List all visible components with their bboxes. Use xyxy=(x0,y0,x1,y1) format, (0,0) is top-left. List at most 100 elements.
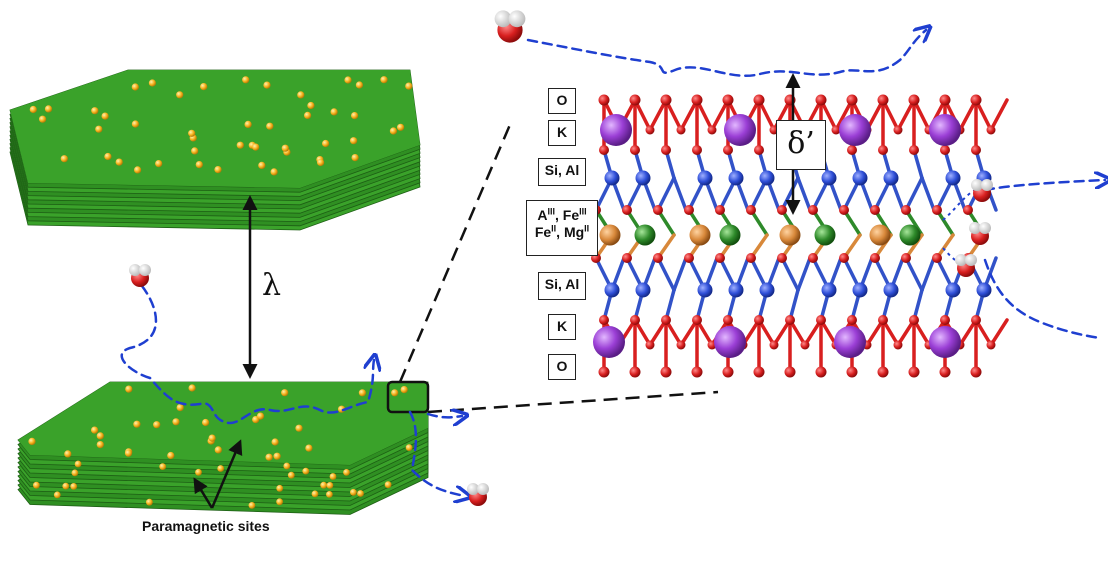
silicon-atom xyxy=(635,282,651,298)
oct-line1-a-sup: III xyxy=(547,206,555,217)
paramagnetic-site xyxy=(271,438,279,446)
potassium-atom xyxy=(929,326,961,358)
paramagnetic-site xyxy=(344,76,352,84)
oxygen-atom xyxy=(847,145,857,155)
paramagnetic-site xyxy=(104,152,112,161)
water-molecule-icon xyxy=(129,264,151,287)
silicon-atom xyxy=(976,282,992,298)
oxygen-atom xyxy=(769,340,779,350)
paramagnetic-site xyxy=(148,79,156,87)
paramagnetic-site xyxy=(195,161,203,169)
paramagnetic-site xyxy=(350,137,358,145)
delta-prime-label: δ’ xyxy=(776,120,826,170)
oct-line2-a-sup: II xyxy=(551,223,557,234)
oxygen-atom xyxy=(940,145,950,155)
paramagnetic-site xyxy=(115,158,123,166)
oxygen-atom xyxy=(622,205,632,215)
water-bond-1 xyxy=(942,189,976,221)
oxygen-atom xyxy=(692,315,702,325)
paramagnetic-site xyxy=(355,81,363,89)
potassium-atom xyxy=(724,114,756,146)
oxygen-atom xyxy=(831,125,841,135)
paramagnetic-site-edge xyxy=(405,444,413,451)
paramagnetic-site-edge xyxy=(53,491,61,499)
oxygen-atom xyxy=(692,145,702,155)
silicon-atom xyxy=(883,282,899,298)
paramagnetic-site xyxy=(252,143,260,151)
oxygen-atom xyxy=(746,253,756,263)
paramagnetic-site xyxy=(39,115,47,123)
paramagnetic-site xyxy=(134,166,142,174)
oxygen-atom xyxy=(815,94,827,106)
paramagnetic-site-edge xyxy=(276,498,283,506)
paramagnetic-site xyxy=(391,389,399,397)
paramagnetic-site xyxy=(244,120,252,128)
bottom-sheet-stack xyxy=(17,381,429,515)
oxygen-atom xyxy=(684,205,694,215)
oxygen-atom xyxy=(971,145,981,155)
oxygen-atom xyxy=(808,205,818,215)
paramagnetic-site xyxy=(176,91,184,99)
paramagnetic-site xyxy=(202,418,210,427)
silicon-atom xyxy=(697,170,713,186)
potassium-atom xyxy=(834,326,866,358)
paramagnetic-site xyxy=(91,107,99,115)
water-molecule-icon xyxy=(969,222,991,245)
water-path-zoom-right xyxy=(426,414,462,417)
paramagnetic-site xyxy=(214,446,222,454)
oxygen-atom xyxy=(754,315,764,325)
oxygen-atom xyxy=(599,145,609,155)
oxygen-atom xyxy=(893,340,903,350)
oct-line2-b-sup: II xyxy=(584,223,590,234)
paramagnetic-site xyxy=(200,83,208,91)
oxygen-atom xyxy=(909,145,919,155)
paramagnetic-site xyxy=(101,112,109,120)
paramagnetic-site xyxy=(60,155,68,163)
paramagnetic-site xyxy=(380,76,388,84)
paramagnetic-site xyxy=(155,160,163,168)
paramagnetic-site xyxy=(266,122,274,130)
oct-line1-b: , Fe xyxy=(555,207,580,223)
oxygen-atom xyxy=(808,253,818,263)
oxygen-atom xyxy=(870,253,880,263)
oxygen-atom xyxy=(676,125,686,135)
oxygen-atom xyxy=(971,315,981,325)
oxygen-atom xyxy=(653,205,663,215)
oxygen-atom xyxy=(723,145,733,155)
silicon-atom xyxy=(759,170,775,186)
oxygen-atom xyxy=(970,94,982,106)
paramagnetic-site xyxy=(131,120,139,128)
oxygen-atom xyxy=(777,205,787,215)
oxygen-atom xyxy=(908,94,920,106)
oxygen-atom xyxy=(715,205,725,215)
paramagnetic-site xyxy=(124,449,133,457)
paramagnetic-site xyxy=(400,386,408,394)
paramagnetic-site xyxy=(307,101,315,110)
oxygen-atom xyxy=(676,340,686,350)
label-oxygen-top: O xyxy=(548,88,576,114)
paramagnetic-arrow-2 xyxy=(193,477,214,509)
oxygen-atom xyxy=(877,94,889,106)
paramagnetic-site-edge xyxy=(146,498,153,506)
paramagnetic-site-edge xyxy=(320,481,328,489)
oxygen-atom xyxy=(839,205,849,215)
top-sheet-sites xyxy=(29,76,413,176)
paramagnetic-site-edge xyxy=(357,490,364,497)
silicon-atom xyxy=(821,170,837,186)
label-oxygen-bottom: O xyxy=(548,354,576,380)
oxygen-atom xyxy=(630,145,640,155)
oxygen-atom xyxy=(909,315,919,325)
label-octahedral: AIII, FeIII FeII, MgII xyxy=(526,200,598,256)
paramagnetic-site xyxy=(214,166,222,174)
paramagnetic-site-edge xyxy=(33,481,40,489)
paramagnetic-site-edge xyxy=(326,491,333,498)
paramagnetic-site xyxy=(281,144,289,152)
oxygen-atom xyxy=(986,125,996,135)
oxygen-atom xyxy=(645,125,655,135)
paramagnetic-site xyxy=(358,389,366,397)
paramagnetic-arrow-1 xyxy=(210,439,243,509)
paramagnetic-site-edge xyxy=(74,460,82,468)
zoom-line-top xyxy=(398,119,514,383)
bottom-sheet-sites xyxy=(28,384,413,509)
